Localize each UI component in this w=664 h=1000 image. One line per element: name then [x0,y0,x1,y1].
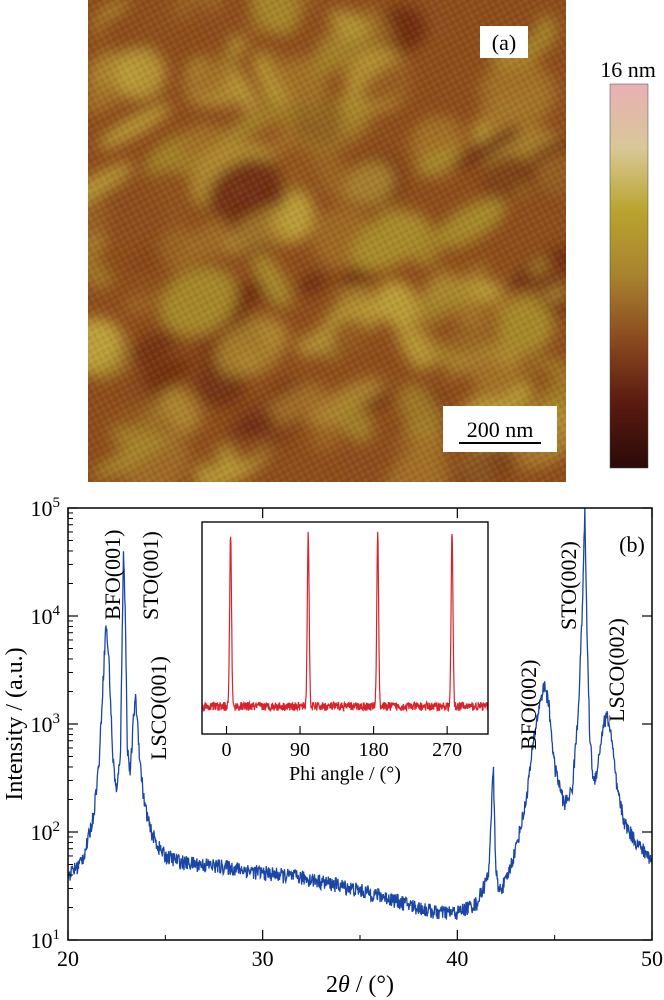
panel-a-label-box [480,26,528,58]
y-tick-label: 102 [31,819,61,845]
annotation-lsco-002: LSCO(002) [604,618,629,722]
y-tick-label: 105 [31,495,61,521]
afm-texture [88,0,566,482]
xrd-series-line [68,508,652,920]
colorbar-max-label: 16 nm [600,57,656,82]
phi-scan-inset: 0 90 180 270 Phi angle / (°) [201,521,489,785]
inset-series-line [202,531,488,713]
annotation-sto-001: STO(001) [138,531,163,620]
y-tick-label: 104 [31,603,61,629]
y-tick-label: 101 [31,927,61,953]
afm-panel: (a) 200 nm [88,0,566,482]
x-tick-label: 20 [57,946,79,971]
xrd-panel: 20 30 40 50 101 102 103 104 105 2θ / (°) Intens… [2,495,663,998]
y-axis-label: Intensity / (a.u.) [2,647,28,800]
panel-b-label: (b) [619,532,645,557]
inset-x-label: Phi angle / (°) [289,763,401,785]
panel-a-label: (a) [492,30,516,55]
scale-bar-box [443,406,557,452]
inset-x-ticks: 0 90 180 270 [222,726,462,761]
annotation-bfo-001: BFO(001) [100,530,125,620]
inset-tick-label: 90 [290,739,310,761]
inset-tick-label: 180 [359,739,389,761]
x-tick-label: 40 [446,946,468,971]
y-tick-label: 103 [31,711,61,737]
inset-tick-label: 0 [222,739,232,761]
scale-bar-label: 200 nm [467,417,534,442]
annotation-sto-002: STO(002) [556,541,581,630]
x-axis-label: 2θ / (°) [326,972,394,998]
colorbar-gradient [609,83,649,469]
inset-frame [201,521,489,735]
y-axis-ticks: 101 102 103 104 105 [31,495,652,953]
inset-frame-top [201,521,489,735]
x-tick-label: 30 [252,946,274,971]
colorbar: 16 nm [600,57,656,469]
annotation-bfo-002: BFO(002) [516,660,541,750]
inset-tick-label: 270 [432,739,462,761]
annotation-lsco-001: LSCO(001) [146,656,171,760]
x-tick-label: 50 [641,946,663,971]
x-axis-ticks: 20 30 40 50 [57,508,663,971]
